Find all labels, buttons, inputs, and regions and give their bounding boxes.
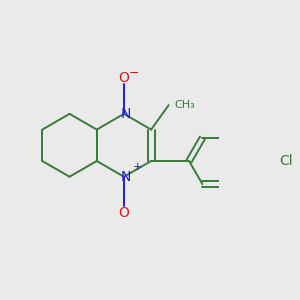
Text: N: N	[121, 107, 131, 121]
Text: N: N	[121, 170, 131, 184]
Text: −: −	[128, 67, 139, 80]
Text: +: +	[133, 162, 142, 172]
Text: CH₃: CH₃	[174, 100, 195, 110]
Text: O: O	[118, 206, 129, 220]
Text: Cl: Cl	[279, 154, 293, 168]
Text: O: O	[118, 71, 129, 85]
